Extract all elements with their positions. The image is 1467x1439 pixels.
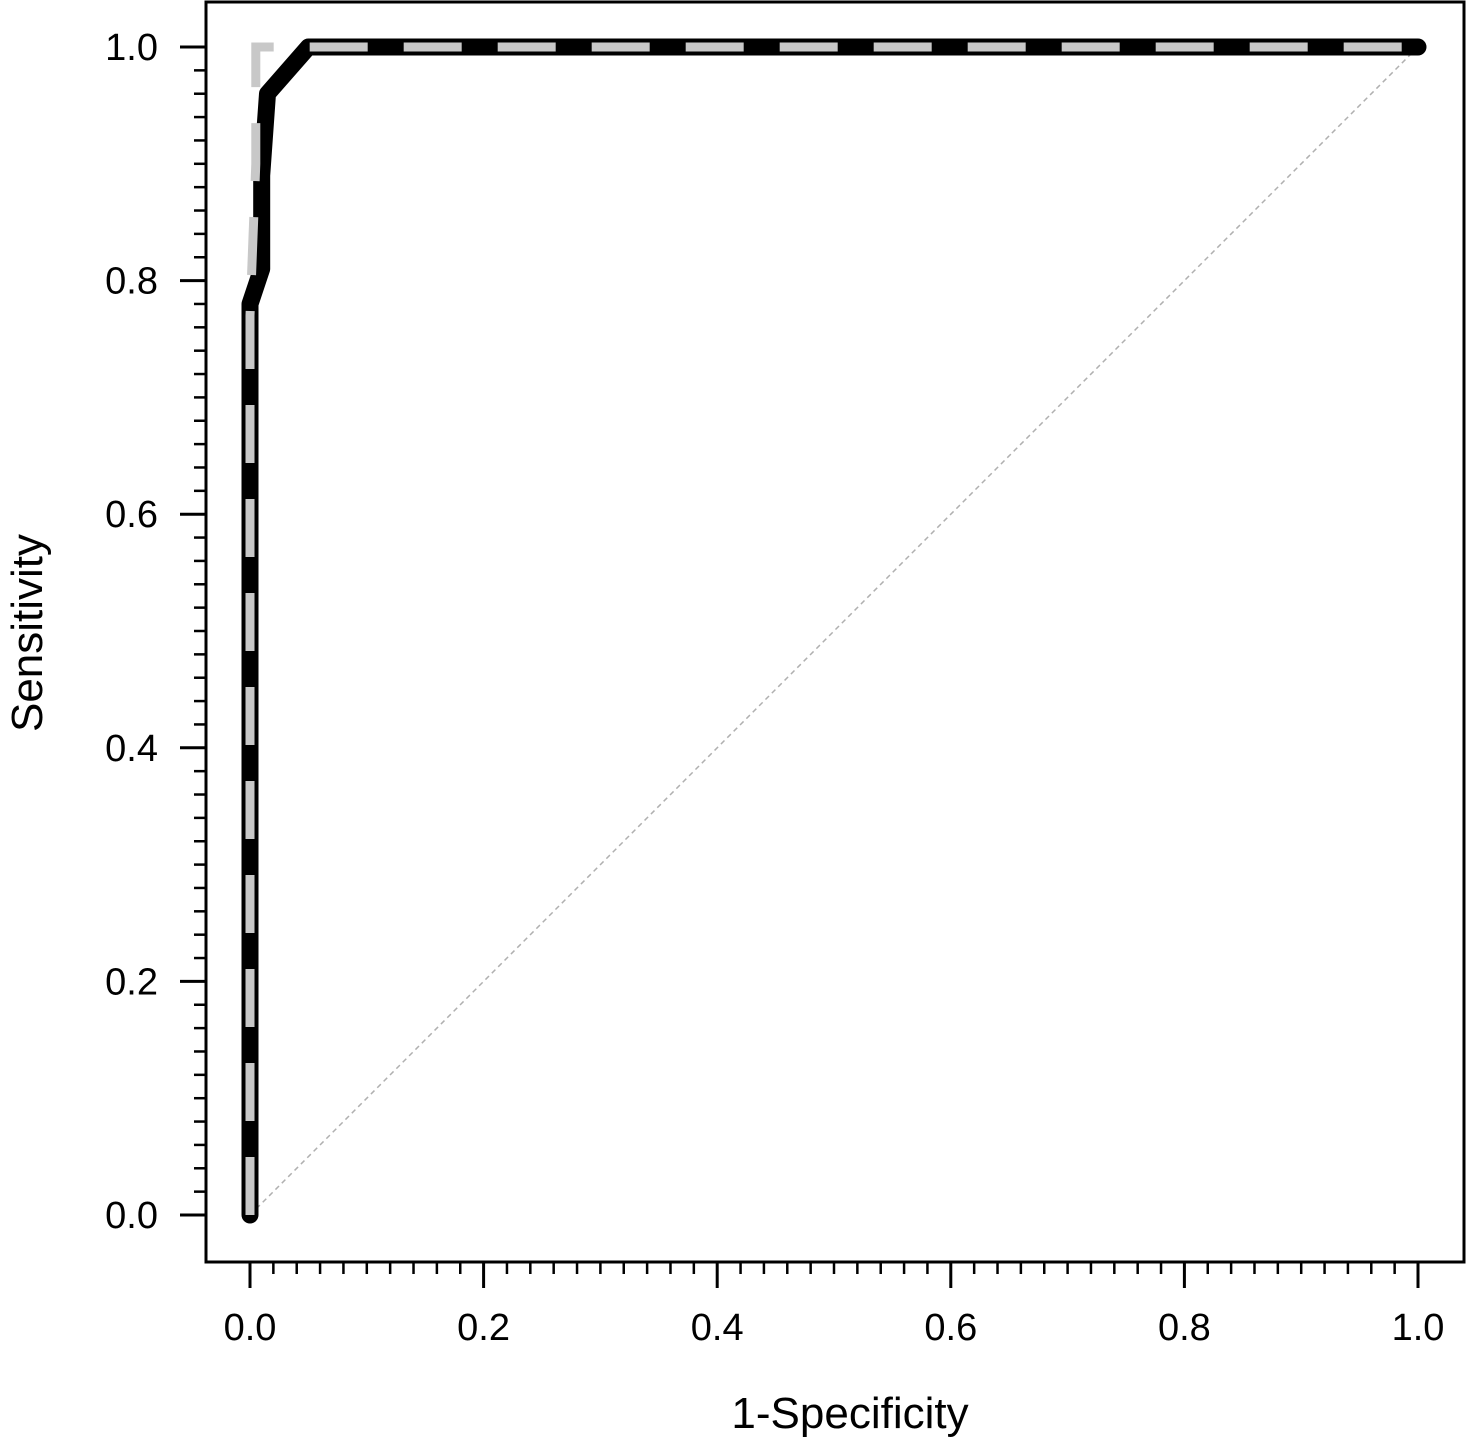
x-tick-label: 0.8	[1158, 1307, 1211, 1349]
y-tick-label: 1.0	[105, 27, 158, 69]
x-tick-label: 0.0	[224, 1307, 277, 1349]
y-axis-title: Sensitivity	[3, 534, 52, 732]
series-layer	[241, 38, 1427, 1224]
y-tick-label: 0.2	[105, 961, 158, 1003]
series-line-reference-dotted	[249, 46, 1419, 1216]
x-axis: 0.0 0.2 0.4 0.6 0.8 1.0	[224, 1262, 1445, 1349]
x-tick-label: 1.0	[1392, 1307, 1445, 1349]
y-tick-label: 0.0	[105, 1195, 158, 1237]
x-axis-title: 1-Specificity	[731, 1389, 968, 1438]
series-line-solid-thick	[241, 38, 1427, 1224]
x-tick-label: 0.4	[691, 1307, 744, 1349]
y-axis: 0.0 0.2 0.4 0.6 0.8 1.0	[105, 27, 206, 1237]
y-tick-label: 0.6	[105, 494, 158, 536]
plot-frame	[204, 0, 1466, 1264]
x-tick-label: 0.2	[457, 1307, 510, 1349]
x-tick-label: 0.6	[924, 1307, 977, 1349]
y-tick-label: 0.8	[105, 261, 158, 303]
y-tick-label: 0.4	[105, 728, 158, 770]
